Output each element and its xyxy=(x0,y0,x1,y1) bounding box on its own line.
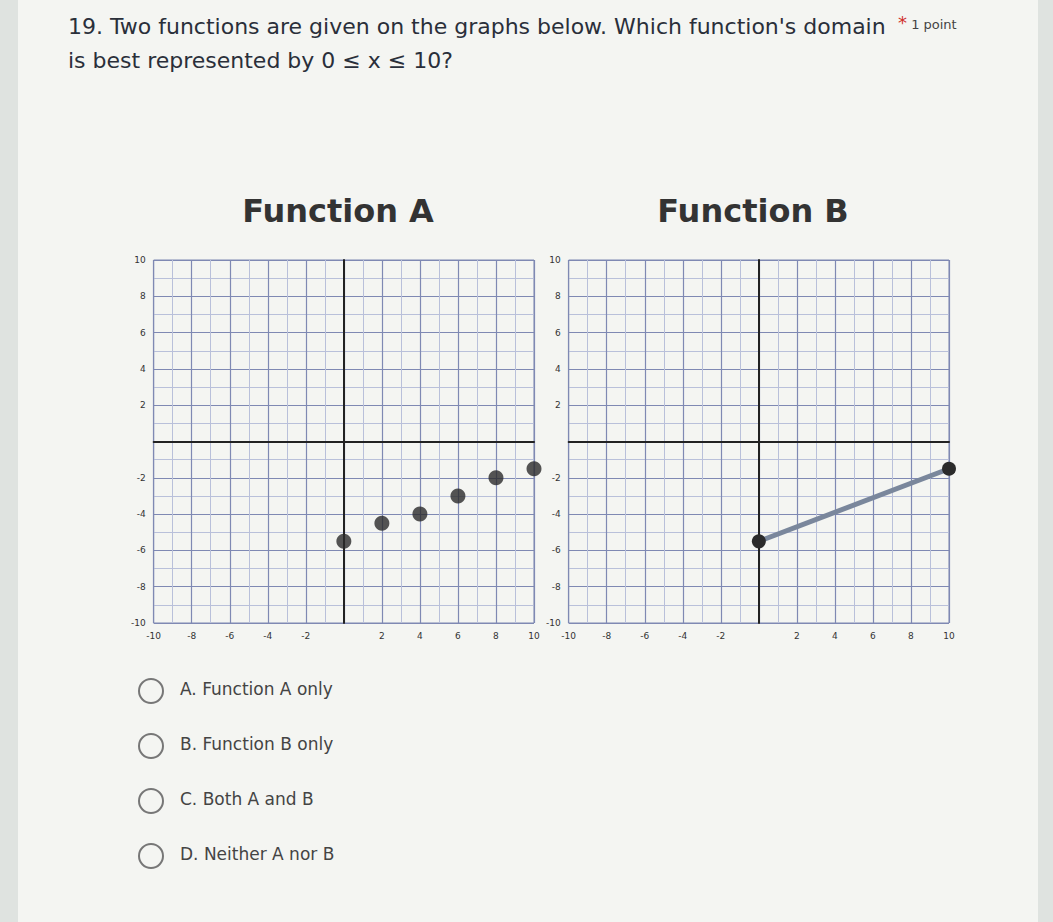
svg-text:4: 4 xyxy=(832,631,838,641)
svg-text:-8: -8 xyxy=(602,631,611,641)
svg-text:6: 6 xyxy=(455,631,461,641)
svg-text:-6: -6 xyxy=(640,631,649,641)
html-text:C. Both A and B: C. Both A and B xyxy=(180,789,314,809)
svg-text:-4: -4 xyxy=(137,509,146,519)
svg-text:4: 4 xyxy=(555,364,561,374)
svg-text:8: 8 xyxy=(555,291,561,301)
svg-text:10: 10 xyxy=(134,255,146,265)
svg-text:10: 10 xyxy=(549,255,561,265)
svg-text:-2: -2 xyxy=(301,631,310,641)
html-text:A. Function A only: A. Function A only xyxy=(180,679,333,699)
html-text:B. Function B only: B. Function B only xyxy=(180,734,334,754)
svg-text:2: 2 xyxy=(379,631,385,641)
svg-text:-8: -8 xyxy=(187,631,196,641)
svg-text:6: 6 xyxy=(870,631,876,641)
svg-text:Function A: Function A xyxy=(242,192,434,230)
svg-text:4: 4 xyxy=(140,364,146,374)
svg-text:6: 6 xyxy=(555,328,561,338)
svg-text:2: 2 xyxy=(140,400,146,410)
svg-text:-6: -6 xyxy=(225,631,234,641)
html-text:19. Two functions are given on: 19. Two functions are given on the graph… xyxy=(68,14,886,73)
svg-text:8: 8 xyxy=(493,631,499,641)
svg-text:-8: -8 xyxy=(137,582,146,592)
svg-text:-2: -2 xyxy=(552,473,561,483)
svg-text:-6: -6 xyxy=(552,545,561,555)
svg-text:6: 6 xyxy=(140,328,146,338)
svg-text:-10: -10 xyxy=(131,618,146,628)
svg-text:-4: -4 xyxy=(263,631,272,641)
svg-text:2: 2 xyxy=(555,400,561,410)
svg-text:-8: -8 xyxy=(552,582,561,592)
svg-text:-2: -2 xyxy=(137,473,146,483)
svg-text:-2: -2 xyxy=(716,631,725,641)
svg-text:8: 8 xyxy=(140,291,146,301)
svg-text:-4: -4 xyxy=(678,631,687,641)
svg-text:-6: -6 xyxy=(137,545,146,555)
svg-text:-10: -10 xyxy=(146,631,161,641)
html-text:D. Neither A nor B: D. Neither A nor B xyxy=(180,844,335,864)
svg-text:Function B: Function B xyxy=(657,192,848,230)
svg-text:10: 10 xyxy=(943,631,955,641)
html-text:* 1 point: * 1 point xyxy=(898,12,957,33)
svg-text:-10: -10 xyxy=(546,618,561,628)
svg-text:2: 2 xyxy=(794,631,800,641)
svg-text:-10: -10 xyxy=(561,631,576,641)
svg-text:4: 4 xyxy=(417,631,423,641)
svg-text:-4: -4 xyxy=(552,509,561,519)
svg-text:8: 8 xyxy=(908,631,914,641)
svg-text:10: 10 xyxy=(528,631,540,641)
